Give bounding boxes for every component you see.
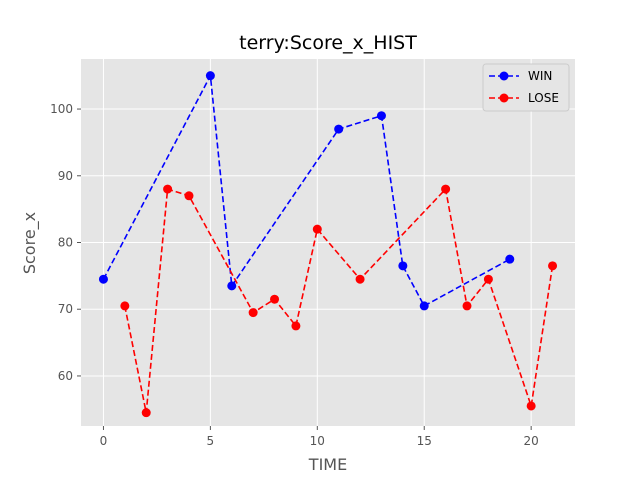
series-win-point <box>398 261 408 271</box>
series-lose-point <box>462 301 472 311</box>
series-win <box>98 71 515 311</box>
series-layer <box>98 71 558 418</box>
series-lose-point <box>312 224 322 234</box>
series-lose-point <box>355 274 365 284</box>
series-lose-point <box>184 191 194 201</box>
series-lose <box>120 184 558 418</box>
x-axis-label: TIME <box>308 455 347 474</box>
y-axis-ticks: 60 70 80 90 100 <box>50 102 81 383</box>
legend-marker-lose <box>499 93 509 103</box>
series-win-point <box>419 301 429 311</box>
series-lose-point <box>120 301 130 311</box>
series-win-point <box>205 71 215 81</box>
y-tick-label: 80 <box>58 236 73 250</box>
series-win-point <box>227 281 237 291</box>
series-win-line <box>102 72 511 307</box>
y-tick-label: 60 <box>58 369 73 383</box>
legend: WIN LOSE <box>482 63 570 112</box>
series-win-point <box>334 124 344 134</box>
series-lose-point <box>441 184 451 194</box>
x-tick-label: 0 <box>100 434 108 448</box>
series-lose-point <box>141 408 151 418</box>
series-lose-point <box>270 294 280 304</box>
series-lose-point <box>163 184 173 194</box>
y-tick-label: 90 <box>58 169 73 183</box>
legend-marker-win <box>499 71 509 81</box>
series-lose-point <box>483 274 493 284</box>
x-tick-label: 20 <box>524 434 539 448</box>
series-lose-point <box>248 308 258 318</box>
chart-title: terry:Score_x_HIST <box>239 32 417 54</box>
legend-label-lose: LOSE <box>528 91 559 105</box>
series-lose-point <box>526 401 536 411</box>
series-lose-point <box>291 321 301 331</box>
series-win-point <box>98 274 108 284</box>
grid-lines <box>81 59 575 426</box>
series-lose-point <box>548 261 558 271</box>
y-tick-label: 70 <box>58 302 73 316</box>
x-tick-label: 10 <box>310 434 325 448</box>
x-tick-label: 15 <box>417 434 432 448</box>
legend-item-win: WIN <box>489 69 552 83</box>
series-win-point <box>376 111 386 121</box>
y-tick-label: 100 <box>50 102 73 116</box>
legend-item-lose: LOSE <box>489 91 559 105</box>
x-axis-ticks: 0 5 10 15 20 <box>100 426 539 448</box>
y-axis-label: Score_x <box>20 212 40 274</box>
x-tick-label: 5 <box>207 434 215 448</box>
series-win-point <box>505 254 515 264</box>
legend-label-win: WIN <box>528 69 552 83</box>
